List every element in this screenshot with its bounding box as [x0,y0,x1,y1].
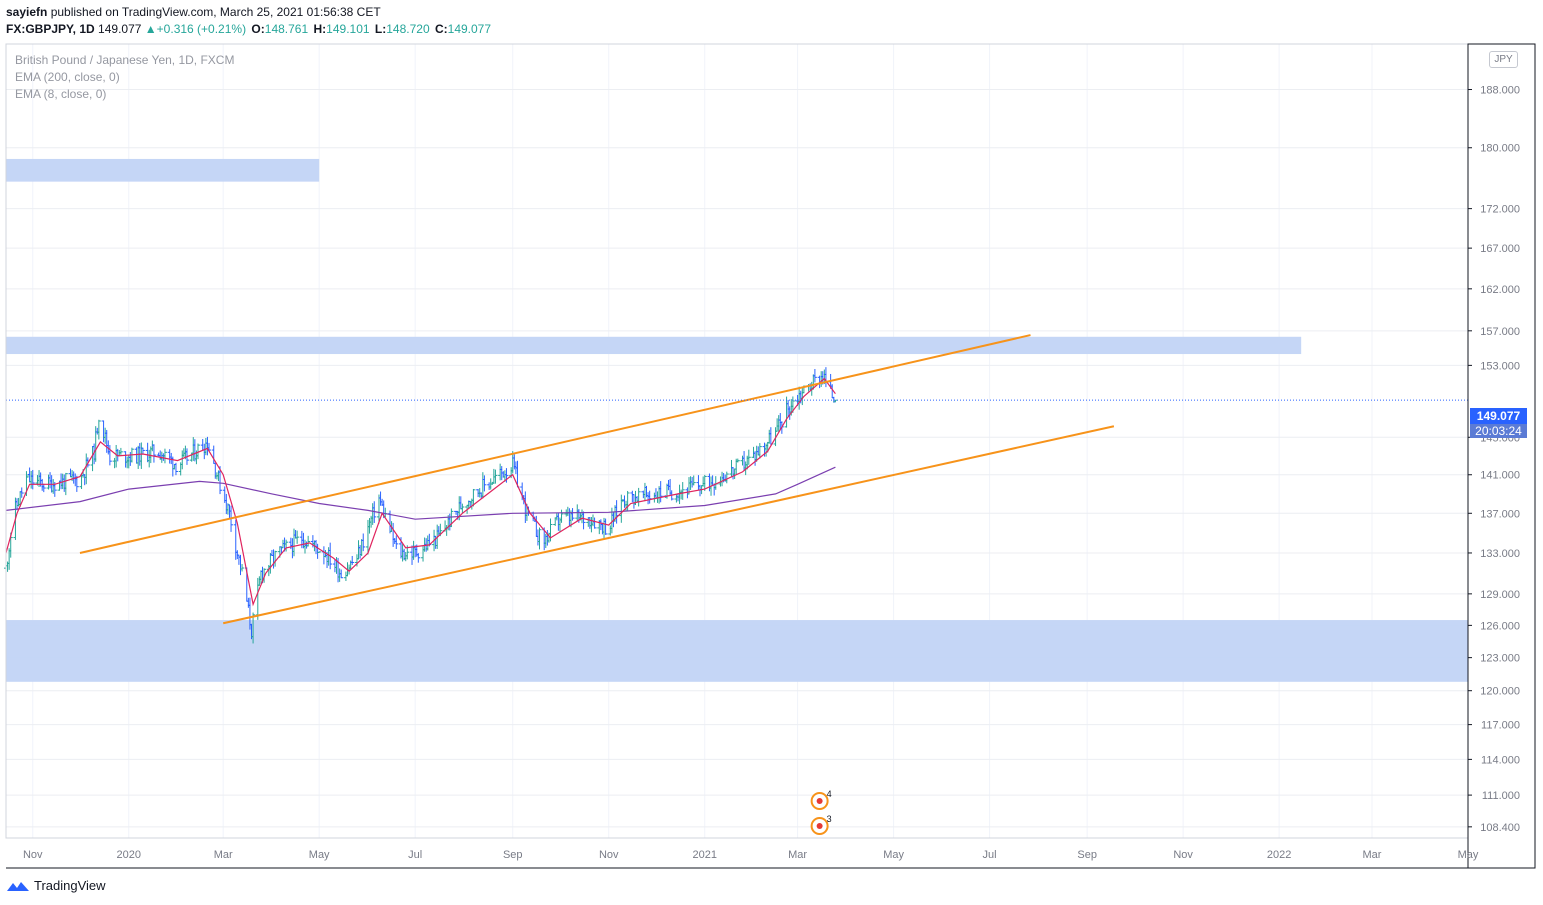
event-dot [816,823,823,829]
time-tick-label: May [1458,849,1479,861]
ohlc-line: FX:GBPJPY, 1D 149.077 ▲+0.316 (+0.21%) O… [6,22,491,36]
low-label: L: [374,22,387,36]
high-value: 149.101 [326,22,370,36]
open-value: 148.761 [264,22,309,36]
price-tick-label: 180.000 [1480,143,1520,155]
time-tick-label: Mar [1363,849,1382,861]
price-tick-label: 133.000 [1480,548,1520,560]
open-label: O: [251,22,265,36]
price-axis: 188.000 180.000 172.000 167.000 162.000 157.0… [1468,85,1520,834]
time-axis: Nov 2020 Mar May Jul Sep Nov 2021 Mar May Jul Sep No… [23,849,1479,861]
time-tick-label: Jul [983,849,997,861]
channel-lines [79,334,1115,625]
channel-trendline[interactable] [222,425,1115,625]
price-axis-frame [1467,43,1536,869]
event-dot [816,798,823,804]
price-tick-label: 167.000 [1480,243,1520,255]
close-value: 149.077 [447,22,492,36]
legend-ema8[interactable]: EMA (8, close, 0) [15,87,107,101]
price-tick-label: 157.000 [1480,326,1520,338]
time-tick-label: 2022 [1267,849,1291,861]
last-price-tag: 149.077 [1470,408,1527,424]
channel-trendline[interactable] [79,334,1031,554]
bar-countdown: 20:03:24 [1470,424,1527,438]
price-tick-label: 111.000 [1482,790,1520,802]
time-tick-label: May [883,849,904,861]
time-tick-label: Nov [599,849,619,861]
publish-info: sayiefn published on TradingView.com, Ma… [6,5,381,19]
legend-instrument: British Pound / Japanese Yen, 1D, FXCM [15,53,235,67]
price-tick-label: 153.000 [1480,360,1520,372]
published-text: published on TradingView.com, March 25, … [50,5,381,19]
price-tick-label: 172.000 [1480,204,1520,216]
time-tick-label: Nov [23,849,43,861]
time-tick-label: Sep [1077,849,1097,861]
time-tick-label: Jul [408,849,422,861]
price-tick-label: 141.000 [1480,470,1520,482]
tradingview-brand: TradingView [34,878,106,893]
time-tick-label: Mar [214,849,233,861]
event-count-label: 3 [827,814,832,824]
ema-lines [5,377,836,607]
support-resistance-zone[interactable] [6,336,1302,355]
price-tick-label: 120.000 [1480,686,1520,698]
price-tick-label: 129.000 [1480,589,1520,601]
high-label: H: [313,22,327,36]
ema200-line[interactable] [5,466,836,520]
time-tick-label: Nov [1173,849,1193,861]
time-tick-label: Mar [788,849,807,861]
ema8-line[interactable] [5,377,836,607]
change-value: +0.316 (+0.21%) [156,22,247,36]
legend-ema200[interactable]: EMA (200, close, 0) [15,70,120,84]
price-tick-label: 162.000 [1480,284,1520,296]
price-tick-label: 114.000 [1481,754,1520,766]
close-label: C: [434,22,448,36]
events: 43 [810,789,832,835]
frame [5,43,1536,869]
support-resistance-zone[interactable] [6,158,320,182]
zones [6,158,1468,682]
time-tick-label: Sep [503,849,523,861]
event-count-label: 4 [827,789,832,799]
up-triangle-icon: ▲ [144,22,157,36]
low-value: 148.720 [386,22,430,36]
time-tick-label: 2020 [117,849,141,861]
price-tick-label: 188.000 [1480,85,1520,97]
last-price: 149.077 [98,22,142,36]
price-tick-label: 108.400 [1480,822,1520,834]
price-tick-label: 126.000 [1480,620,1520,632]
price-tick-label: 117.000 [1481,720,1520,732]
price-tick-label: 123.000 [1480,653,1520,665]
time-tick-label: May [309,849,330,861]
time-tick-label: 2021 [692,849,716,861]
support-resistance-zone[interactable] [6,620,1468,682]
price-tick-label: 137.000 [1480,508,1520,520]
symbol-label: FX:GBPJPY, 1D [6,22,95,36]
currency-badge[interactable]: JPY [1489,51,1518,68]
author-name: sayiefn [6,5,48,19]
tradingview-footer[interactable]: TradingView [6,878,106,893]
tradingview-logo-icon [7,881,29,891]
